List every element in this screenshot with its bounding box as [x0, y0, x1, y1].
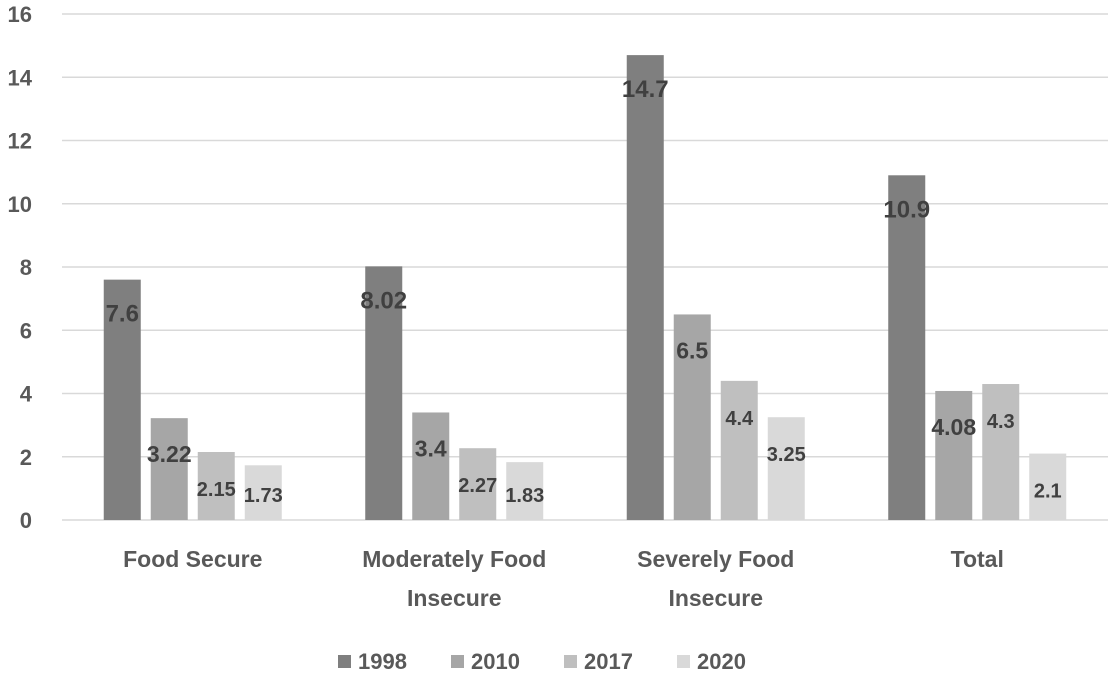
legend-swatch-2010: [451, 655, 464, 668]
bar-1998-3: [888, 175, 926, 520]
bar-2020-0: [244, 465, 282, 520]
bar-2020-2: [767, 417, 805, 520]
bar-2010-3: [935, 390, 973, 520]
data-label-2020-3: 2.1: [1034, 481, 1062, 503]
data-label-2020-0: 1.73: [244, 485, 283, 507]
data-label-1998-2: 14.7: [622, 76, 669, 103]
data-label-2017-3: 4.3: [987, 411, 1015, 433]
y-tick-label-12: 12: [8, 129, 32, 154]
legend-label-2010: 2010: [471, 649, 520, 674]
bar-2017-1: [459, 448, 497, 520]
data-label-2010-2: 6.5: [676, 337, 708, 363]
bar-2020-1: [506, 462, 544, 520]
data-label-1998-0: 7.6: [106, 301, 139, 328]
y-tick-label-14: 14: [8, 65, 33, 90]
bar-1998-2: [626, 55, 664, 521]
data-label-2010-0: 3.22: [147, 441, 192, 467]
bar-2010-1: [412, 412, 450, 520]
legend: 1998 2010 2017 2020: [338, 649, 746, 674]
category-label-1-0: Moderately Food: [362, 546, 546, 572]
y-tick-label-10: 10: [8, 192, 32, 217]
category-label-3-0: Total: [951, 546, 1004, 572]
y-tick-label-0: 0: [20, 508, 32, 533]
data-labels: 7.6 3.222.15 1.73 8.02 3.4 2.27 1.83 14.7 6.5 4.4…: [106, 76, 1062, 507]
data-label-2010-1: 3.4: [415, 435, 447, 461]
data-label-1998-1: 8.02: [360, 287, 407, 314]
legend-swatch-2020: [677, 655, 690, 668]
bar-2017-0: [197, 452, 235, 520]
bar-2017-3: [982, 384, 1020, 520]
data-label-2020-2: 3.25: [767, 444, 806, 466]
gridlines: [62, 13, 1108, 521]
y-tick-label-8: 8: [20, 255, 32, 280]
legend-label-2017: 2017: [584, 649, 633, 674]
x-axis-categories: Food Secure Moderately Food Insecure Severe…: [123, 546, 1004, 611]
data-label-1998-3: 10.9: [883, 196, 930, 223]
bar-1998-1: [365, 266, 403, 520]
category-label-2-0: Severely Food: [637, 546, 794, 572]
legend-swatch-2017: [564, 655, 577, 668]
y-tick-label-16: 16: [8, 2, 32, 27]
data-label-2017-1: 2.27: [458, 475, 497, 497]
data-label-2020-1: 1.83: [505, 485, 544, 507]
y-tick-label-2: 2: [20, 445, 32, 470]
bars: [103, 55, 1067, 521]
bar-2017-2: [720, 380, 758, 520]
bar-2010-0: [150, 418, 188, 520]
data-label-2017-0: 2.15: [197, 479, 236, 501]
bar-1998-0: [103, 279, 141, 520]
bar-2020-3: [1029, 453, 1067, 520]
y-tick-label-4: 4: [20, 382, 33, 407]
category-label-1-1: Insecure: [407, 585, 502, 611]
legend-label-1998: 1998: [358, 649, 407, 674]
category-label-2-1: Insecure: [668, 585, 763, 611]
data-label-2010-3: 4.08: [931, 414, 976, 440]
bar-2010-2: [673, 314, 711, 520]
category-label-0-0: Food Secure: [123, 546, 262, 572]
legend-swatch-1998: [338, 655, 351, 668]
y-axis-ticks: 0 2 4 6 8 10 12 14 16: [8, 2, 33, 533]
data-label-2017-2: 4.4: [725, 408, 754, 430]
legend-label-2020: 2020: [697, 649, 746, 674]
y-tick-label-6: 6: [20, 318, 32, 343]
